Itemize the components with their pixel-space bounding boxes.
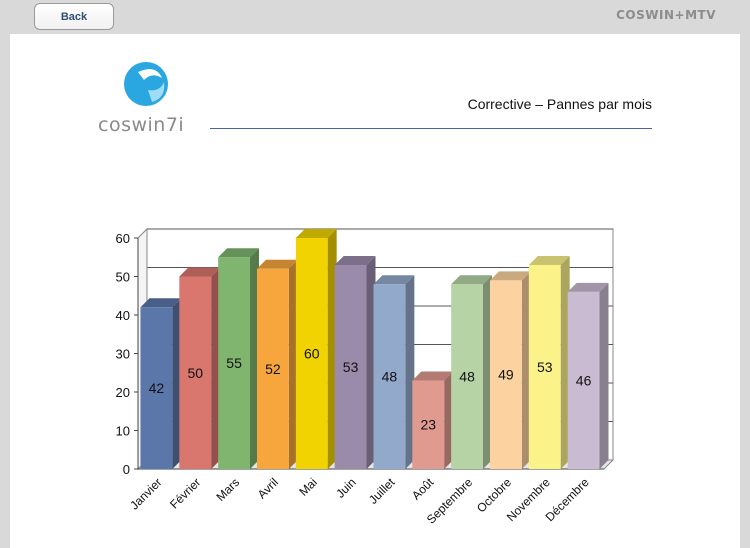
bar-side <box>483 275 493 469</box>
coswin-logo: coswin7i <box>98 58 198 138</box>
data-label: 42 <box>149 380 165 396</box>
bar-top <box>218 248 260 258</box>
x-tick-label: Mai <box>296 475 320 499</box>
data-label: 48 <box>459 369 475 385</box>
top-bar: Back COSWIN+MTV <box>0 0 750 34</box>
bar-side <box>288 259 298 469</box>
bar-top <box>451 275 493 285</box>
y-tick-label: 20 <box>116 385 130 400</box>
bar-top <box>334 255 376 265</box>
bar <box>179 276 212 469</box>
report-title: Corrective – Pannes par mois <box>467 96 652 112</box>
bar-top <box>256 259 298 269</box>
bar-side <box>521 271 531 469</box>
bar-side <box>172 298 182 469</box>
bar <box>412 380 445 469</box>
data-label: 48 <box>382 369 398 385</box>
bar <box>567 291 600 469</box>
y-tick-label: 10 <box>116 424 130 439</box>
data-label: 50 <box>187 365 203 381</box>
y-tick-label: 40 <box>116 308 130 323</box>
data-label: 53 <box>343 359 359 375</box>
title-divider <box>210 128 652 129</box>
data-label: 52 <box>265 361 281 377</box>
x-tick-label: Août <box>409 475 437 503</box>
x-tick-label: Juin <box>333 475 358 500</box>
logo-mark-icon <box>124 62 168 106</box>
data-label: 23 <box>420 417 436 433</box>
back-button[interactable]: Back <box>34 3 114 30</box>
data-label: 60 <box>304 346 320 362</box>
bar-side <box>250 248 260 469</box>
bar <box>528 264 561 469</box>
bar-side <box>444 371 454 469</box>
y-tick-label: 50 <box>116 270 130 285</box>
data-label: 49 <box>498 367 514 383</box>
x-tick-label: Janvier <box>127 475 164 512</box>
bar <box>373 284 406 469</box>
bar-side <box>211 267 221 469</box>
brand-logo: COSWIN+MTV <box>616 8 716 22</box>
bar-top <box>528 255 570 265</box>
bar <box>334 264 367 469</box>
x-tick-label: Juillet <box>366 475 398 507</box>
bar-top <box>179 267 221 277</box>
bar-side <box>560 255 570 469</box>
data-label: 53 <box>537 359 553 375</box>
y-tick-label: 0 <box>123 462 130 477</box>
x-tick-label: Mars <box>213 475 242 504</box>
bar-top <box>295 229 337 238</box>
bar <box>140 307 173 469</box>
bar <box>295 238 328 469</box>
data-label: 46 <box>576 372 592 388</box>
bar <box>256 268 289 469</box>
bar-side <box>599 282 609 469</box>
bar <box>218 257 251 469</box>
bar <box>489 280 522 469</box>
x-tick-label: Avril <box>255 475 281 501</box>
bar-side <box>327 229 337 469</box>
x-tick-label: Février <box>167 475 203 511</box>
bar-side <box>405 275 415 469</box>
bar-side <box>366 255 376 469</box>
logo-text: coswin7i <box>98 114 185 136</box>
bar-top <box>567 282 609 292</box>
bar-top <box>489 271 531 281</box>
bar-top <box>412 371 454 381</box>
data-label: 55 <box>226 355 242 371</box>
bar-top <box>140 298 182 308</box>
bar-top <box>373 275 415 285</box>
bar <box>451 284 484 469</box>
y-tick-label: 60 <box>116 231 130 246</box>
y-tick-label: 30 <box>116 347 130 362</box>
